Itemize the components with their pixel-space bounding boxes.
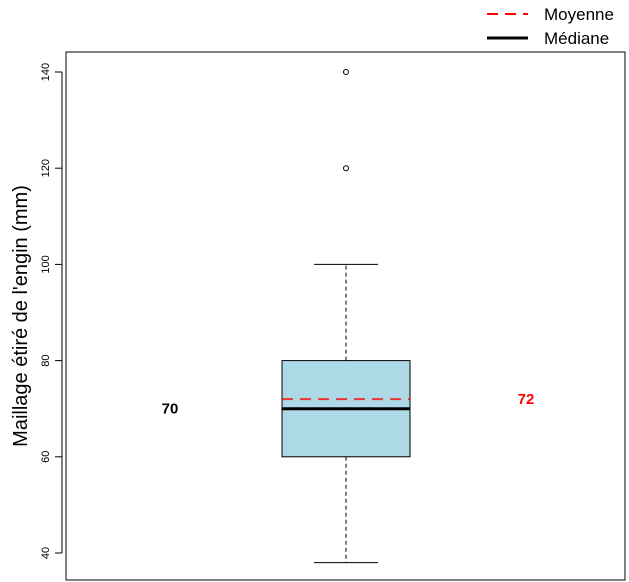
plot-frame <box>65 51 626 581</box>
y-axis-title: Maillage étiré de l'engin (mm) <box>10 185 32 447</box>
y-tick-label: 80 <box>40 354 52 366</box>
y-tick-label: 120 <box>40 159 52 177</box>
median-annotation: 70 <box>162 401 179 418</box>
mean-annotation: 72 <box>518 391 535 408</box>
y-tick-label: 60 <box>40 451 52 463</box>
y-axis-ticks: 40 60 80 100 120 140 <box>40 63 62 559</box>
legend-median-label: Médiane <box>544 29 609 48</box>
y-tick-label: 100 <box>40 255 52 273</box>
outlier-point <box>343 69 349 75</box>
legend-mean-label: Moyenne <box>544 5 614 24</box>
legend: Moyenne Médiane <box>487 5 614 48</box>
boxplot-series <box>281 69 411 564</box>
y-tick-label: 40 <box>40 547 52 559</box>
outlier-point <box>343 165 349 172</box>
y-tick-label: 140 <box>40 63 52 81</box>
